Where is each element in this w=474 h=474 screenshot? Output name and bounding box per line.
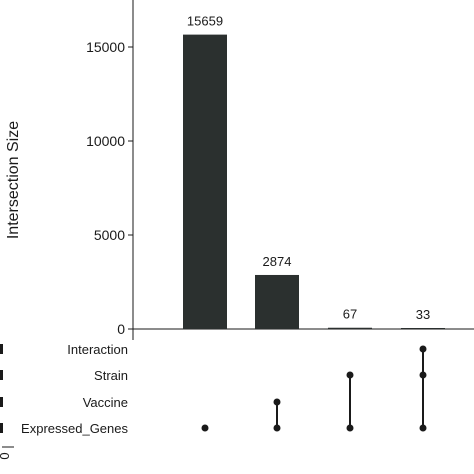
matrix-dot: [346, 371, 354, 379]
set-size-bar: [0, 423, 3, 433]
intersection-matrix: [201, 345, 427, 432]
set-label: Strain: [94, 368, 128, 383]
y-axis-label: Intersection Size: [5, 121, 22, 239]
matrix-dot: [273, 398, 281, 406]
bar-value-label: 15659: [187, 14, 223, 29]
set-size-bar: [0, 397, 3, 407]
bar-value-label: 33: [416, 307, 430, 322]
intersection-bar: [328, 327, 372, 329]
bar-value-labels: 15659 2874 67 33: [187, 14, 430, 322]
intersection-bar: [401, 328, 445, 329]
bar-value-label: 2874: [263, 254, 292, 269]
set-label: Interaction: [67, 342, 128, 357]
set-labels: Interaction Strain Vaccine Expressed_Genes: [0, 342, 128, 448]
matrix-dot: [419, 371, 427, 379]
set-size-bar: [0, 344, 3, 354]
matrix-dot: [419, 345, 427, 353]
matrix-dot: [201, 424, 209, 432]
matrix-dot: [346, 424, 354, 432]
matrix-dot: [273, 424, 281, 432]
set-label: Vaccine: [83, 395, 128, 410]
set-label: Expressed_Genes: [21, 421, 128, 436]
y-tick-label: 0: [117, 321, 125, 337]
intersection-bars: [183, 34, 445, 329]
set-size-bar: [0, 370, 3, 380]
set-size-axis-label: 0: [0, 452, 12, 459]
intersection-bar: [255, 274, 299, 329]
y-tick-label: 5000: [94, 227, 125, 243]
matrix-dot: [419, 424, 427, 432]
bar-value-label: 67: [343, 307, 357, 322]
y-tick-label: 15000: [86, 39, 125, 55]
intersection-bar: [183, 34, 227, 329]
y-tick-label: 10000: [86, 133, 125, 149]
